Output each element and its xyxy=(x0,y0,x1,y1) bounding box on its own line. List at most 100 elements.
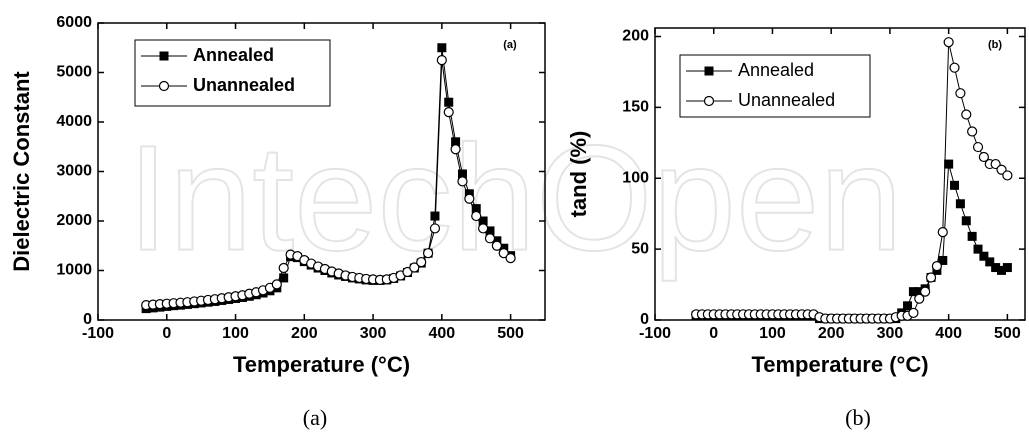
square-marker xyxy=(967,231,977,241)
y-tick-label: 5000 xyxy=(56,64,92,81)
square-marker xyxy=(914,287,924,297)
square-marker xyxy=(444,97,454,107)
x-tick-label: 200 xyxy=(818,325,845,342)
x-tick-label: 100 xyxy=(759,325,786,342)
circle-marker xyxy=(978,151,989,163)
x-tick-label: 400 xyxy=(935,325,962,342)
caption: (a) xyxy=(303,405,327,430)
y-tick-label: 100 xyxy=(622,169,649,186)
square-marker xyxy=(430,211,440,221)
x-tick-label: 0 xyxy=(162,325,171,342)
y-tick-label: 0 xyxy=(640,311,649,328)
circle-marker xyxy=(409,262,420,273)
circle-marker xyxy=(943,37,954,48)
circle-marker xyxy=(1002,170,1013,181)
square-marker xyxy=(908,287,918,297)
circle-marker xyxy=(278,262,289,274)
circle-marker xyxy=(436,55,447,66)
circle-marker xyxy=(271,279,282,290)
x-tick-label: -100 xyxy=(82,325,114,342)
square-marker xyxy=(979,251,989,261)
y-tick-label: 0 xyxy=(83,311,92,328)
x-axis-title: Temperature (°C) xyxy=(233,352,410,377)
legend-marker xyxy=(159,51,169,61)
legend-box xyxy=(134,39,331,107)
circle-marker xyxy=(484,233,496,244)
x-tick-label: 400 xyxy=(428,325,455,342)
y-tick-label: 1000 xyxy=(56,262,92,279)
x-tick-label: 0 xyxy=(709,325,718,342)
legend-label: Annealed xyxy=(738,60,814,80)
circle-marker xyxy=(491,240,502,251)
circle-marker xyxy=(416,256,427,268)
circle-marker xyxy=(914,293,925,304)
y-tick-label: 2000 xyxy=(56,212,92,229)
square-marker xyxy=(997,265,1007,275)
square-marker xyxy=(457,169,467,179)
square-marker xyxy=(944,159,954,169)
plot-panel: -100 0 100 200 300 400 500050100150200Temperat… xyxy=(566,27,1026,430)
circle-marker xyxy=(937,227,948,238)
legend-box xyxy=(679,54,871,118)
circle-marker xyxy=(422,248,434,259)
circle-marker xyxy=(505,253,516,264)
circle-marker xyxy=(478,223,489,234)
x-tick-label: 500 xyxy=(994,325,1021,342)
square-marker xyxy=(903,301,913,311)
panel-note: (a) xyxy=(503,39,517,51)
x-tick-label: 100 xyxy=(222,325,249,342)
square-marker xyxy=(437,43,447,53)
circle-marker xyxy=(464,193,475,204)
square-marker xyxy=(279,273,289,283)
circle-marker xyxy=(931,261,943,272)
x-tick-label: 300 xyxy=(877,325,904,342)
legend-marker xyxy=(703,95,715,107)
circle-marker xyxy=(972,141,984,153)
square-marker xyxy=(950,180,960,190)
circle-marker xyxy=(450,144,461,155)
square-marker xyxy=(973,244,983,254)
square-marker xyxy=(485,226,495,236)
circle-marker xyxy=(429,223,441,234)
y-tick-label: 6000 xyxy=(56,14,92,31)
x-tick-label: -100 xyxy=(639,325,671,342)
y-tick-label: 150 xyxy=(622,99,649,116)
y-tick-label: 4000 xyxy=(56,113,92,130)
caption: (b) xyxy=(845,405,871,430)
square-marker xyxy=(991,263,1001,273)
circle-marker xyxy=(908,307,919,319)
legend-label: Unannealed xyxy=(738,90,835,110)
y-tick-label: 3000 xyxy=(56,163,92,180)
x-tick-label: 300 xyxy=(360,325,387,342)
square-marker xyxy=(1002,263,1012,273)
circle-marker xyxy=(471,210,482,222)
y-axis-title: tand (%) xyxy=(566,131,591,218)
legend-marker xyxy=(704,66,714,76)
y-tick-label: 50 xyxy=(631,240,649,257)
y-tick-label: 200 xyxy=(622,28,649,45)
circle-marker xyxy=(967,126,978,137)
legend-label: Annealed xyxy=(193,45,274,65)
square-marker xyxy=(478,216,488,226)
circle-marker xyxy=(457,176,468,187)
y-axis-title: Dielectric Constant xyxy=(9,71,34,272)
panel-note: (b) xyxy=(988,39,1002,51)
x-tick-label: 200 xyxy=(291,325,318,342)
circle-marker xyxy=(498,248,509,259)
square-marker xyxy=(471,204,481,214)
square-marker xyxy=(985,257,995,267)
square-marker xyxy=(451,137,461,147)
plot-panel: -100 0 100 200 300 400 50001000200030004000500… xyxy=(9,14,546,430)
x-axis-title: Temperature (°C) xyxy=(751,352,928,377)
circle-marker xyxy=(955,88,966,99)
circle-marker xyxy=(949,62,960,73)
square-marker xyxy=(938,255,948,265)
circle-marker xyxy=(443,106,454,118)
legend-marker xyxy=(158,80,170,92)
square-marker xyxy=(961,216,971,226)
square-marker xyxy=(955,199,965,209)
circle-marker xyxy=(961,109,972,120)
x-tick-label: 500 xyxy=(497,325,524,342)
circle-marker xyxy=(925,272,937,283)
